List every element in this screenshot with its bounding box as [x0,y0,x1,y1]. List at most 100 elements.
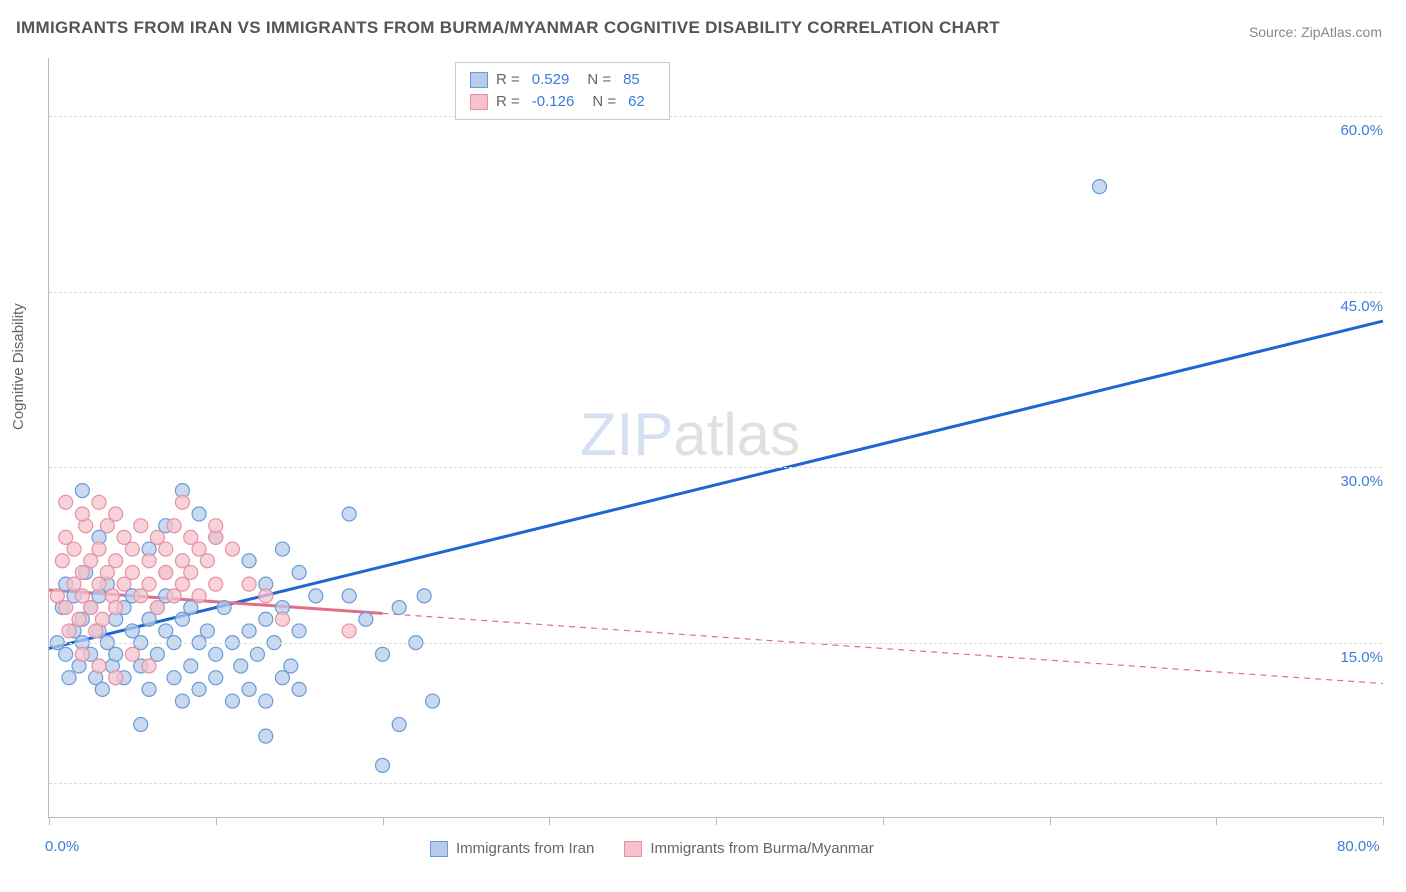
scatter-point [150,601,164,615]
legend-swatch [470,94,488,110]
y-tick-label: 30.0% [1340,473,1383,490]
legend-stats-box: R = 0.529 N = 85 R = -0.126 N = 62 [455,62,670,120]
scatter-point [59,495,73,509]
scatter-point [392,601,406,615]
scatter-point [192,542,206,556]
x-tick [883,817,884,825]
scatter-point [84,601,98,615]
scatter-point [92,659,106,673]
scatter-point [75,589,89,603]
gridline [49,643,1382,644]
scatter-point [95,682,109,696]
scatter-point [159,624,173,638]
scatter-point [125,542,139,556]
x-tick-label: 0.0% [45,838,79,855]
n-value: 62 [628,91,645,113]
scatter-point [59,530,73,544]
x-tick [549,817,550,825]
scatter-point [134,519,148,533]
scatter-point [192,589,206,603]
y-tick-label: 45.0% [1340,298,1383,315]
n-label: N = [592,91,616,113]
scatter-point [259,694,273,708]
scatter-point [109,554,123,568]
gridline [49,116,1382,117]
y-axis-label: Cognitive Disability [10,303,27,430]
scatter-point [1093,180,1107,194]
scatter-point [259,729,273,743]
legend-swatch [430,841,448,857]
gridline [49,467,1382,468]
scatter-point [200,624,214,638]
x-tick [716,817,717,825]
scatter-point [159,542,173,556]
regression-line-solid [49,321,1383,648]
y-tick-label: 15.0% [1340,649,1383,666]
scatter-point [209,647,223,661]
scatter-point [167,519,181,533]
bottom-legend-item: Immigrants from Burma/Myanmar [624,840,873,857]
scatter-point [209,671,223,685]
scatter-point [75,565,89,579]
scatter-point [92,542,106,556]
scatter-point [134,589,148,603]
scatter-point [75,507,89,521]
x-tick-label: 80.0% [1337,838,1380,855]
scatter-point [376,758,390,772]
gridline [49,783,1382,784]
scatter-point [242,577,256,591]
regression-line-dashed [383,613,1384,683]
scatter-point [142,554,156,568]
bottom-legend-item: Immigrants from Iran [430,840,594,857]
scatter-point [392,717,406,731]
scatter-point [209,577,223,591]
scatter-point [275,612,289,626]
scatter-point [125,647,139,661]
scatter-point [184,565,198,579]
scatter-point [167,671,181,685]
legend-swatch [624,841,642,857]
scatter-point [175,495,189,509]
r-value: -0.126 [532,91,575,113]
x-tick [1383,817,1384,825]
scatter-point [150,530,164,544]
scatter-point [225,542,239,556]
n-value: 85 [623,69,640,91]
scatter-point [342,624,356,638]
scatter-point [109,507,123,521]
scatter-point [192,682,206,696]
scatter-point [309,589,323,603]
scatter-point [342,589,356,603]
scatter-point [125,624,139,638]
legend-stat-row: R = 0.529 N = 85 [470,69,655,91]
scatter-point [259,589,273,603]
x-tick [216,817,217,825]
scatter-point [125,565,139,579]
scatter-point [225,694,239,708]
source-attribution: Source: ZipAtlas.com [1249,24,1382,40]
chart-plot-area: 15.0%30.0%45.0%60.0%0.0%80.0% [48,58,1382,818]
scatter-point [109,647,123,661]
chart-container: IMMIGRANTS FROM IRAN VS IMMIGRANTS FROM … [0,0,1406,892]
scatter-point [67,542,81,556]
scatter-point [55,554,69,568]
scatter-point [359,612,373,626]
scatter-point [59,601,73,615]
scatter-point [59,647,73,661]
source-name: ZipAtlas.com [1301,24,1382,40]
scatter-point [100,519,114,533]
scatter-point [426,694,440,708]
x-tick [49,817,50,825]
scatter-point [275,542,289,556]
scatter-point [62,671,76,685]
scatter-point [200,554,214,568]
scatter-point [342,507,356,521]
series-name: Immigrants from Iran [456,840,594,857]
scatter-point [234,659,248,673]
legend-stat-row: R = -0.126 N = 62 [470,91,655,113]
scatter-point [217,601,231,615]
scatter-point [117,577,131,591]
scatter-point [62,624,76,638]
scatter-point [175,554,189,568]
scatter-point [95,612,109,626]
